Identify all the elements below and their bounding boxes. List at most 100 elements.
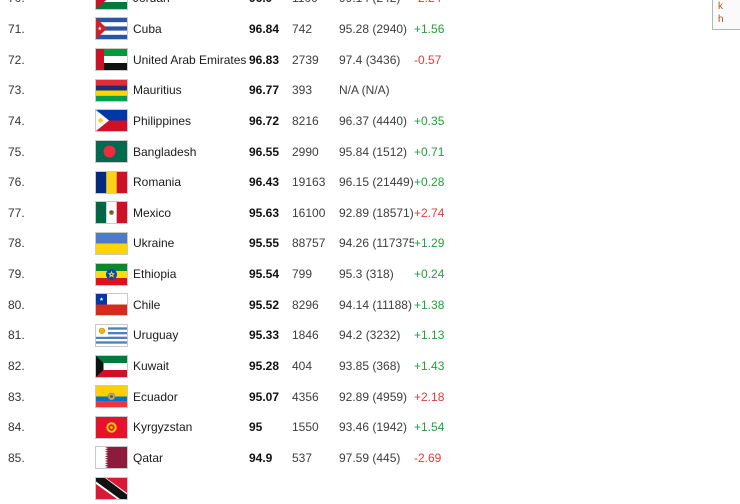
rank-cell: 74. [8, 113, 25, 128]
count-cell: 8296 [292, 297, 319, 312]
table-row[interactable]: 85. Qatar 94.9 537 97.59 (445) -2.69 [0, 443, 740, 474]
country-name: Kuwait [133, 359, 170, 373]
rank-cell: 79. [8, 267, 25, 282]
count-cell: 393 [292, 83, 313, 98]
table-row[interactable]: 71. Cuba 96.84 742 95.28 (2940) +1.56 [0, 14, 740, 45]
change-cell: +2.18 [414, 389, 445, 404]
score-cell: 96.72 [249, 113, 280, 128]
change-cell: +0.71 [414, 144, 445, 159]
previous-score-cell: 96.15 (21449) [339, 175, 414, 190]
table-row[interactable]: 79. Ethiopia 95.54 799 95.3 (318) +0.24 [0, 259, 740, 290]
country-name: Cuba [133, 21, 162, 36]
table-row[interactable]: 73. Mauritius 96.77 393 N/A (N/A) [0, 75, 740, 106]
previous-score-cell: 95.3 (318) [339, 267, 394, 282]
count-cell: 742 [292, 21, 313, 36]
score-cell: 95 [249, 420, 263, 435]
flag-cuba-icon [95, 17, 128, 41]
score-cell: 95.33 [249, 328, 280, 343]
change-cell: -2.24 [414, 0, 441, 5]
previous-score-cell: 94.26 (117375) [339, 236, 414, 251]
change-cell: +1.43 [414, 359, 445, 373]
flag-romania-icon [95, 170, 128, 194]
rank-cell: 80. [8, 297, 25, 312]
table-row[interactable]: 81. Uruguay 95.33 1846 94.2 (3232) +1.13 [0, 320, 740, 351]
rank-cell: 84. [8, 420, 25, 435]
flag-jordan-icon [95, 0, 128, 10]
country-name: Mauritius [133, 83, 182, 98]
flag-kuwait-icon [95, 354, 128, 378]
country-name: Qatar [133, 450, 164, 465]
flag-ethiopia-icon [95, 262, 128, 286]
table-row[interactable]: 76. Romania 96.43 19163 96.15 (21449) +0… [0, 167, 740, 198]
rank-cell: 78. [8, 236, 25, 251]
count-cell: 1100 [292, 0, 339, 5]
table-row[interactable]: 84. Kyrgyzstan 95 1550 93.46 (1942) +1.5… [0, 412, 740, 443]
score-cell: 95.63 [249, 205, 280, 220]
change-cell: -0.57 [414, 52, 442, 67]
score-cell: 94.9 [249, 450, 273, 465]
table-row[interactable]: 77. Mexico 95.63 16100 92.89 (18571) +2.… [0, 197, 740, 228]
count-cell: 19163 [292, 175, 326, 190]
count-cell: 2739 [292, 52, 319, 67]
table-row[interactable]: 80. Chile 95.52 8296 94.14 (11188) +1.38 [0, 289, 740, 320]
previous-score-cell: 95.28 (2940) [339, 21, 408, 36]
table-row[interactable]: 72. United Arab Emirates 96.83 2739 97.4… [0, 44, 740, 75]
table-row[interactable]: 70. Jordan 96.9 1100 99.14 (242) -2.24 [0, 0, 740, 14]
country-name: Philippines [133, 113, 192, 128]
change-cell: +0.35 [414, 113, 445, 128]
country-name: Kyrgyzstan [133, 420, 193, 435]
flag-uruguay-icon [95, 323, 128, 347]
previous-score-cell: 92.89 (4959) [339, 389, 408, 404]
table-row[interactable]: 82. Kuwait 95.28 404 93.85 (368) +1.43 [0, 351, 740, 382]
table-row[interactable]: 83. Ecuador 95.07 4356 92.89 (4959) +2.1… [0, 381, 740, 412]
count-cell: 799 [292, 267, 313, 282]
score-cell: 96.43 [249, 175, 280, 190]
country-name: United Arab Emirates [133, 52, 247, 67]
previous-score-cell: 97.4 (3436) [339, 52, 401, 67]
score-cell: 95.52 [249, 297, 280, 312]
score-cell: 95.07 [249, 389, 280, 404]
flag-chile-icon [95, 293, 128, 317]
previous-score-cell: 92.89 (18571) [339, 205, 414, 220]
country-name: Ecuador [133, 389, 178, 404]
country-name: Chile [133, 297, 161, 312]
country-name: Romania [133, 175, 182, 190]
change-cell: -2.69 [414, 450, 442, 465]
count-cell: 1846 [292, 328, 319, 343]
flag-kyrgyzstan-icon [95, 415, 128, 439]
previous-score-cell: 94.14 (11188) [339, 297, 412, 312]
score-cell: 96.55 [249, 144, 280, 159]
country-name: Ethiopia [133, 267, 177, 282]
rank-cell: 81. [8, 328, 25, 343]
count-cell: 2990 [292, 144, 319, 159]
previous-score-cell: 99.14 (242) [339, 0, 414, 5]
count-cell: 1550 [292, 420, 319, 435]
score-cell: 96.77 [249, 83, 280, 98]
table-row[interactable]: 75. Bangladesh 96.55 2990 95.84 (1512) +… [0, 136, 740, 167]
rank-cell: 82. [8, 359, 25, 373]
count-cell: 16100 [292, 205, 326, 220]
table-row[interactable]: 78. Ukraine 95.55 88757 94.26 (117375) +… [0, 228, 740, 259]
score-cell: 95.28 [249, 359, 280, 373]
previous-score-cell: 94.2 (3232) [339, 328, 401, 343]
change-cell: +0.28 [414, 175, 445, 190]
tooltip-line: k [718, 1, 723, 12]
score-cell: 96.9 [249, 0, 292, 5]
previous-score-cell: 93.85 (368) [339, 359, 401, 373]
table-row[interactable]: 74. Philippines 96.72 8216 96.37 (4440) … [0, 106, 740, 137]
score-cell: 95.54 [249, 267, 280, 282]
rank-cell: 76. [8, 175, 25, 190]
count-cell: 537 [292, 450, 313, 465]
rank-cell: 77. [8, 205, 25, 220]
country-name: Uruguay [133, 328, 179, 343]
previous-score-cell: 95.84 (1512) [339, 144, 408, 159]
table-row[interactable] [0, 473, 740, 504]
rank-cell: 83. [8, 389, 25, 404]
tooltip-line: h [718, 14, 724, 25]
cutoff-tooltip: k h [712, 0, 740, 30]
rank-cell: 72. [8, 52, 25, 67]
change-cell: +1.56 [414, 21, 445, 36]
country-name: Jordan [133, 0, 249, 5]
score-cell: 96.83 [249, 52, 280, 67]
